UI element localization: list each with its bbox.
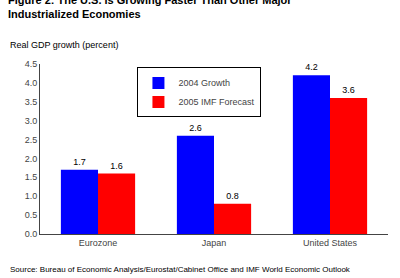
- svg-text:1.7: 1.7: [73, 157, 86, 167]
- svg-text:0.8: 0.8: [226, 191, 239, 201]
- svg-text:3.5: 3.5: [25, 97, 38, 107]
- svg-text:Real GDP growth (percent): Real GDP growth (percent): [10, 40, 118, 50]
- svg-text:0.5: 0.5: [25, 210, 38, 220]
- svg-text:2.6: 2.6: [189, 123, 202, 133]
- svg-text:1.5: 1.5: [25, 172, 38, 182]
- svg-text:Source: Bureau of Economic Ana: Source: Bureau of Economic Analysis/Euro…: [10, 265, 351, 274]
- svg-text:Figure 2: The U.S. is Growing: Figure 2: The U.S. is Growing Faster Tha…: [8, 0, 292, 20]
- svg-text:3.6: 3.6: [342, 85, 355, 95]
- svg-text:1.6: 1.6: [110, 161, 123, 171]
- svg-text:United States: United States: [303, 238, 358, 248]
- svg-text:4.5: 4.5: [25, 59, 38, 69]
- svg-text:2.5: 2.5: [25, 135, 38, 145]
- svg-text:4.0: 4.0: [25, 78, 38, 88]
- svg-text:Eurozone: Eurozone: [79, 238, 118, 248]
- svg-text:1.0: 1.0: [25, 191, 38, 201]
- svg-text:Japan: Japan: [202, 238, 227, 248]
- svg-text:4.2: 4.2: [305, 62, 318, 72]
- svg-text:2005 IMF Forecast: 2005 IMF Forecast: [178, 97, 254, 107]
- svg-text:3.0: 3.0: [25, 116, 38, 126]
- svg-text:2.0: 2.0: [25, 154, 38, 164]
- svg-text:0.0: 0.0: [25, 229, 38, 239]
- svg-text:2004 Growth: 2004 Growth: [178, 78, 230, 88]
